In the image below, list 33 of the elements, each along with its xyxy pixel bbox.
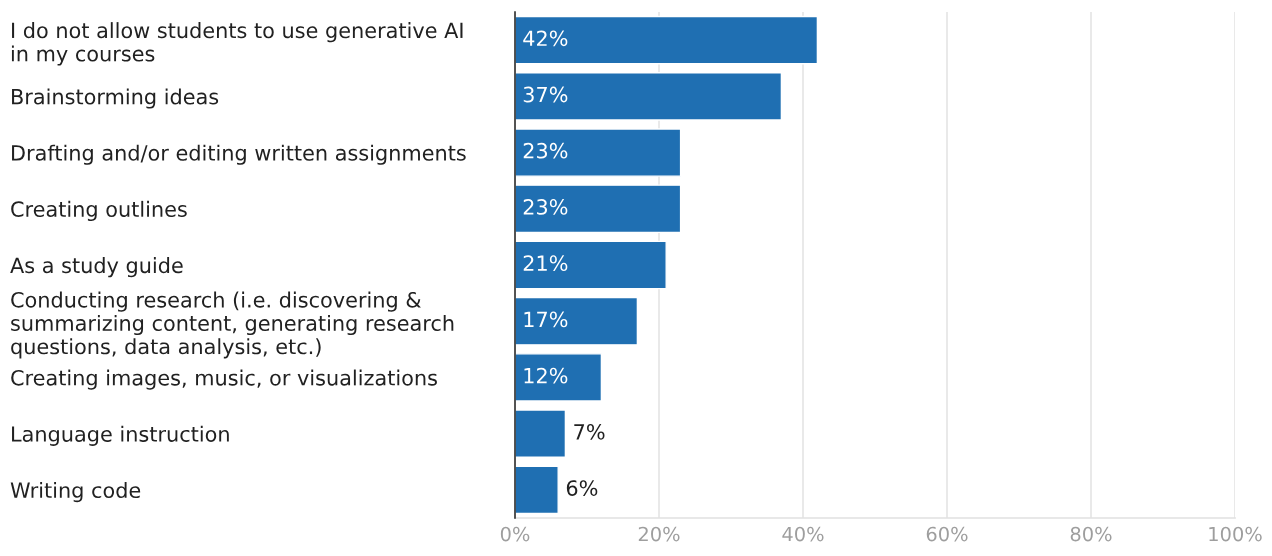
data-label: 12% (524, 367, 568, 384)
x-tick-label: 40% (782, 526, 824, 542)
bar (515, 240, 667, 290)
x-tick-label: 80% (1070, 526, 1112, 542)
x-tick-label: 20% (638, 526, 680, 542)
data-label: 37% (523, 86, 568, 103)
bar (515, 409, 567, 458)
bar (515, 465, 559, 515)
data-label: 6% (566, 480, 598, 496)
y-tick-label: Language instruction (12, 425, 229, 446)
data-label: 23% (523, 199, 568, 215)
y-tick-label: As a study guide (10, 257, 183, 278)
data-label: 21% (523, 255, 568, 272)
y-tick-label: Conducting research (i.e. discovering & summarizing content, generating research questions, data analysis, etc.) (11, 291, 454, 359)
bar (515, 353, 603, 402)
bar (515, 15, 819, 65)
bar (515, 184, 682, 234)
y-tick-label: Brainstorming ideas (12, 88, 219, 109)
y-tick-label: I do not allow students to use generative AI in my courses (11, 22, 463, 66)
bar (515, 296, 639, 346)
bar (515, 128, 682, 177)
data-label: 42% (523, 30, 568, 47)
x-tick-label: 60% (926, 526, 968, 542)
data-label: 7% (574, 423, 605, 440)
data-label: 23% (523, 142, 568, 159)
bar (515, 72, 783, 121)
y-tick-label: Creating outlines (11, 200, 187, 222)
x-tick-label: 0% (500, 526, 530, 542)
x-tick-label: 100% (1209, 526, 1262, 542)
y-tick-label: Drafting and/or editing written assignments (12, 144, 466, 165)
y-tick-label: Writing code (10, 481, 141, 503)
y-tick-label: Creating images, music, or visualizations (11, 369, 437, 390)
data-label: 17% (524, 311, 568, 328)
